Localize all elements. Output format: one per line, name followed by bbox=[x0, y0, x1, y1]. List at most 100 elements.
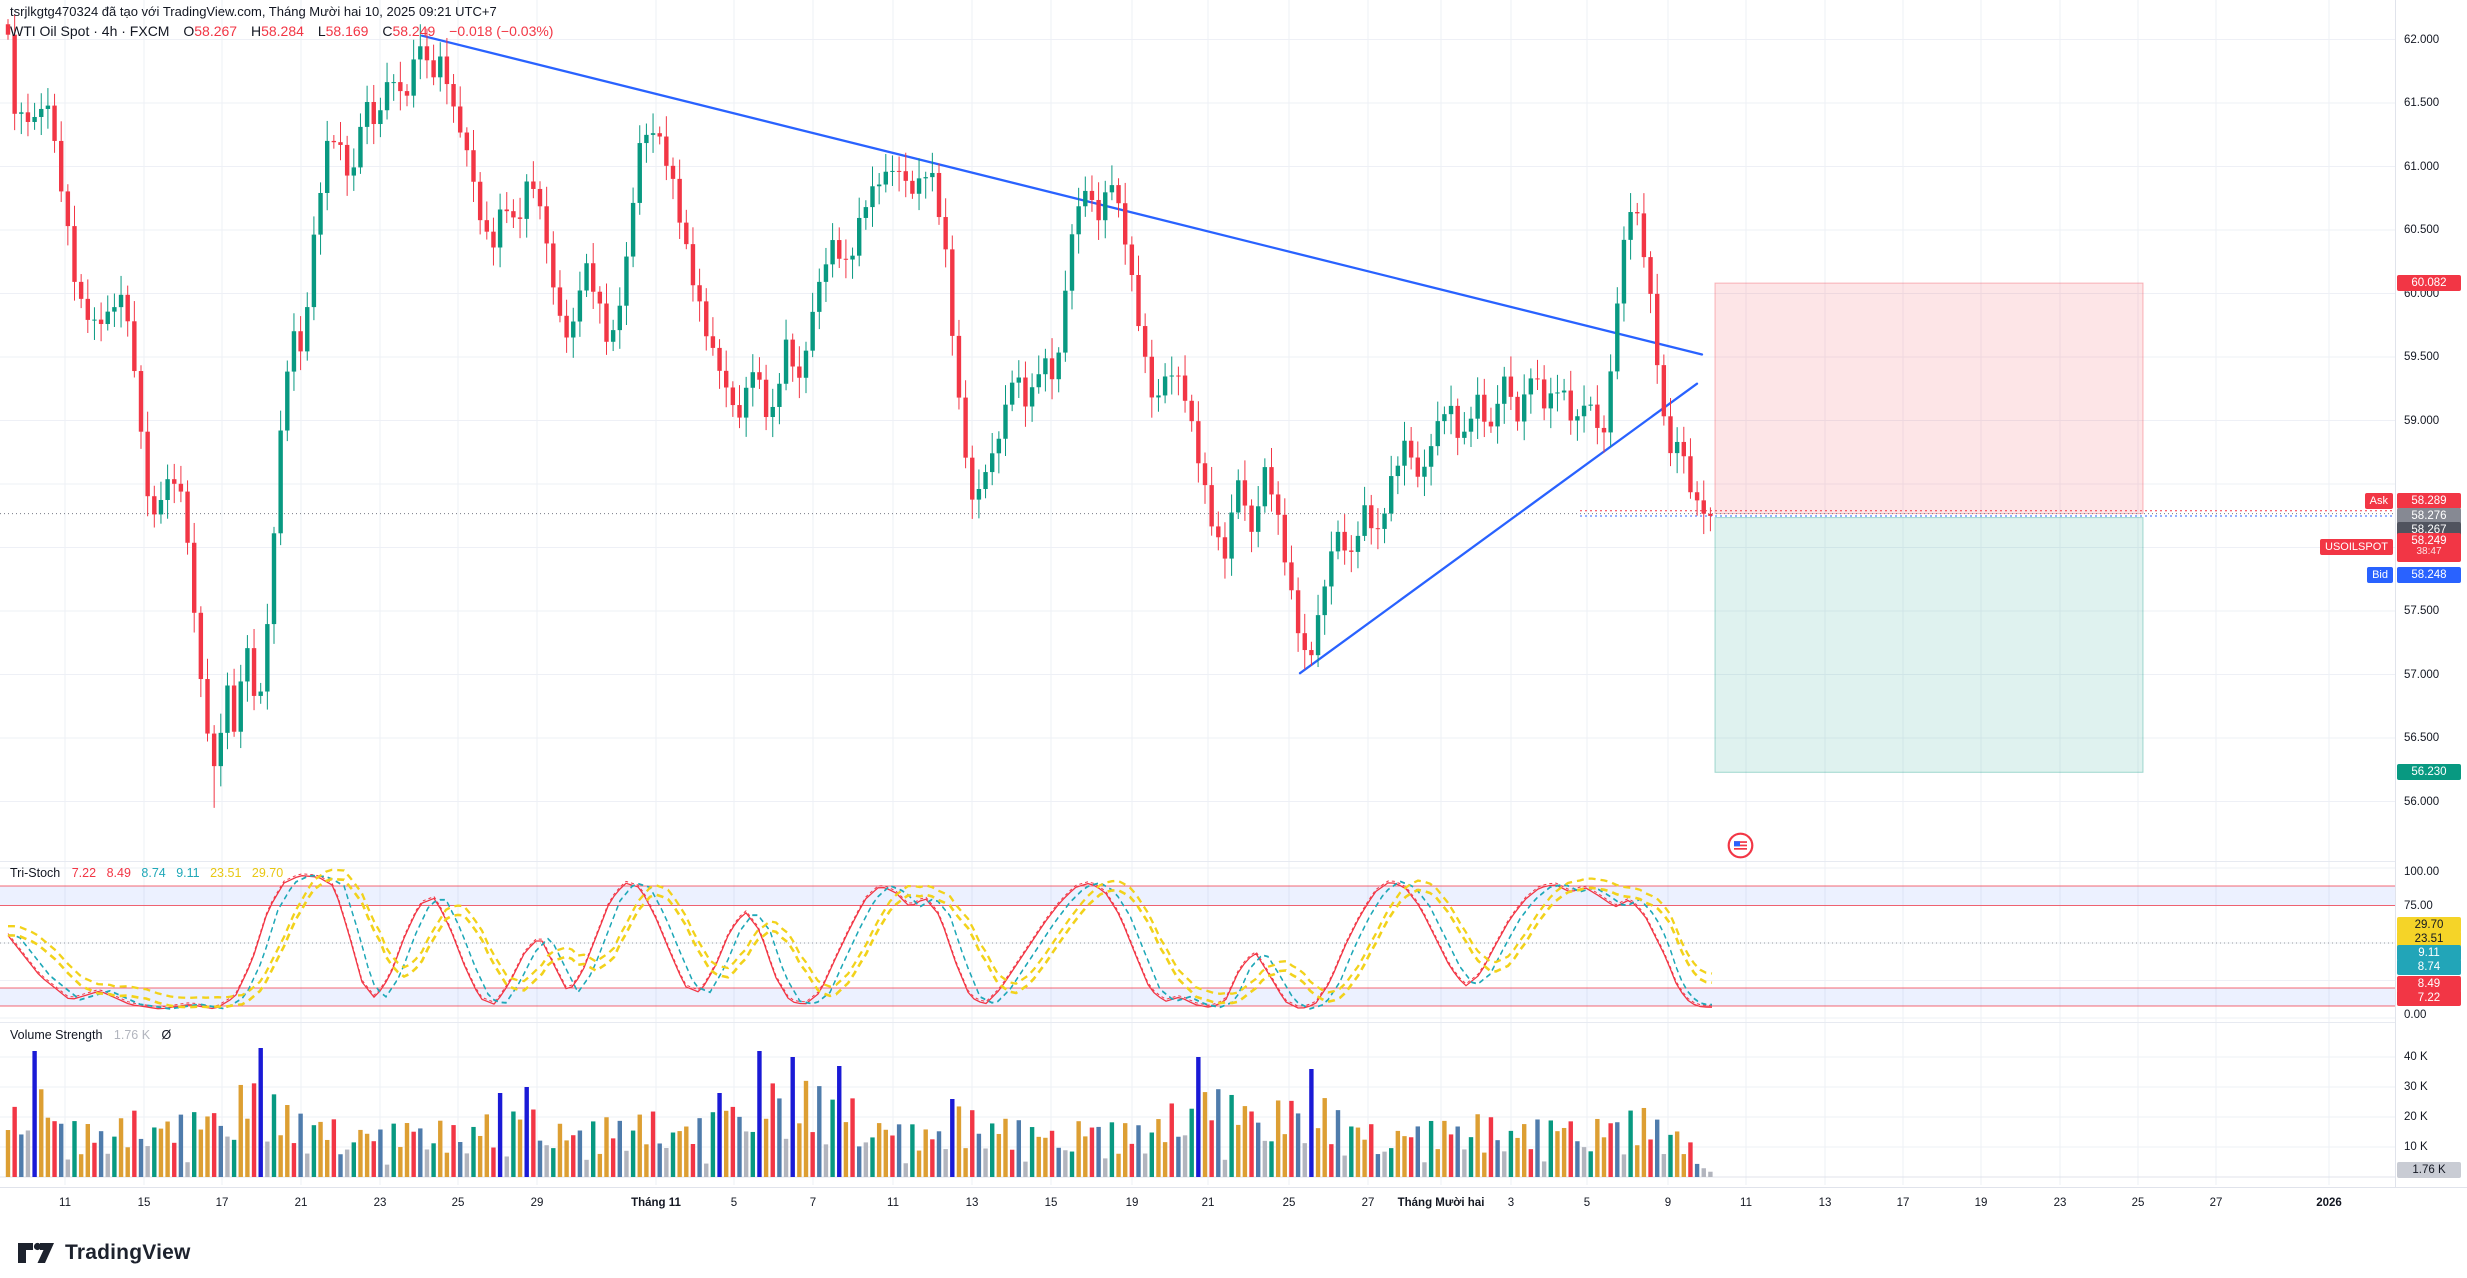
ohlc-close-value: 58.249 bbox=[392, 23, 436, 39]
volume-average-icon: Ø bbox=[161, 1028, 172, 1042]
descending-trendline[interactable] bbox=[420, 34, 1704, 356]
stoch-value-2: 8.49 bbox=[106, 866, 131, 880]
time-tick: 11 bbox=[1740, 1197, 1752, 1209]
time-tick: 15 bbox=[137, 1197, 151, 1209]
time-tick: 7 bbox=[809, 1197, 817, 1209]
stoch-bands bbox=[0, 885, 2395, 1007]
last-price-label: 58.249 38:47 bbox=[2397, 533, 2461, 562]
bottom-bar: TradingView bbox=[0, 1228, 2467, 1278]
price-tick: 57.000 bbox=[2404, 668, 2440, 681]
stoch-title: Tri-Stoch bbox=[10, 866, 61, 880]
symbol-header: WTI Oil Spot · 4h · FXCM O58.267 H58.284… bbox=[10, 23, 553, 39]
target-price-label: 56.230 bbox=[2397, 764, 2461, 780]
time-tick: 15 bbox=[1044, 1197, 1058, 1209]
stoch-value-3: 8.74 bbox=[141, 866, 166, 880]
volume-tick: 10 K bbox=[2404, 1141, 2428, 1153]
time-axis[interactable]: 11 15 17 21 23 25 29 Tháng 11 5 7 11 13 15 19 21 25 27 Th… bbox=[0, 1187, 2467, 1229]
time-tick: 17 bbox=[1896, 1197, 1910, 1209]
time-tick: 23 bbox=[2053, 1197, 2067, 1209]
pane-divider-stoch-volume[interactable] bbox=[0, 1022, 2467, 1023]
prev-price-label: 58.276 bbox=[2397, 508, 2461, 524]
chart-plot-area[interactable] bbox=[0, 0, 2395, 1186]
time-tick: 25 bbox=[2131, 1197, 2145, 1209]
time-tick: 19 bbox=[1974, 1197, 1988, 1209]
price-tick: 56.000 bbox=[2404, 795, 2440, 808]
stoch-indicator-header[interactable]: Tri-Stoch 7.22 8.49 8.74 9.11 23.51 29.7… bbox=[10, 866, 290, 880]
stoch-value-6: 29.70 bbox=[251, 866, 284, 880]
time-tick: 3 bbox=[1507, 1197, 1515, 1209]
volume-current-value: 1.76 K bbox=[113, 1028, 151, 1042]
position-stop-zone[interactable] bbox=[1714, 282, 2144, 515]
ohlc-low-key: L bbox=[317, 23, 326, 39]
bid-price-label: 58.248 bbox=[2397, 567, 2461, 583]
ascending-trendline[interactable] bbox=[1298, 382, 1699, 675]
time-tick: 25 bbox=[1282, 1197, 1296, 1209]
time-tick: 27 bbox=[2209, 1197, 2223, 1209]
time-tick: 13 bbox=[965, 1197, 979, 1209]
time-tick: 5 bbox=[1583, 1197, 1591, 1209]
tradingview-logo-text[interactable]: TradingView bbox=[65, 1241, 191, 1264]
stoch-value-label: 29.70 bbox=[2397, 917, 2461, 933]
ohlc-low-value: 58.169 bbox=[325, 23, 369, 39]
time-tick: Tháng 11 bbox=[631, 1197, 681, 1209]
price-scale-divider bbox=[2395, 0, 2396, 1228]
volume-indicator-header[interactable]: Volume Strength 1.76 K Ø bbox=[10, 1028, 171, 1042]
volume-bars-layer bbox=[5, 1048, 1713, 1177]
price-tick: 57.500 bbox=[2404, 605, 2440, 617]
position-profit-zone[interactable] bbox=[1714, 517, 2144, 773]
ohlc-high-value: 58.284 bbox=[261, 23, 304, 39]
volume-tick: 40 K bbox=[2404, 1051, 2428, 1063]
time-tick: 25 bbox=[451, 1197, 465, 1209]
candles-layer bbox=[5, 14, 1713, 808]
volume-tick: 20 K bbox=[2404, 1111, 2428, 1123]
pane-divider-main-stoch[interactable] bbox=[0, 861, 2467, 862]
time-tick: 11 bbox=[59, 1197, 71, 1209]
ohlc-open-value: 58.267 bbox=[194, 23, 238, 39]
time-tick: 11 bbox=[887, 1197, 899, 1209]
volume-tick: 30 K bbox=[2404, 1081, 2428, 1093]
ohlc-close-key: C bbox=[382, 23, 393, 39]
stoch-lines-layer bbox=[7, 868, 1713, 1010]
stoch-tick: 100.00 bbox=[2404, 866, 2440, 878]
time-tick: 29 bbox=[530, 1197, 544, 1209]
stoch-value-4: 9.11 bbox=[176, 866, 200, 880]
stoch-value-label: 23.51 bbox=[2397, 931, 2461, 947]
stoch-value-label: 8.74 bbox=[2397, 959, 2461, 975]
price-tick: 62.000 bbox=[2404, 33, 2440, 46]
price-tick: 60.500 bbox=[2404, 224, 2440, 236]
time-tick: 5 bbox=[730, 1197, 738, 1209]
countdown-timer: 38:47 bbox=[2416, 546, 2442, 557]
time-tick: 27 bbox=[1361, 1197, 1375, 1209]
stoch-value-label: 8.49 bbox=[2397, 976, 2461, 992]
time-tick: 21 bbox=[294, 1197, 308, 1209]
us-flag-event-icon[interactable] bbox=[1727, 832, 1754, 859]
price-tick: 61.500 bbox=[2404, 97, 2440, 109]
volume-current-label: 1.76 K bbox=[2397, 1162, 2461, 1178]
stop-price-label: 60.082 bbox=[2397, 275, 2461, 291]
time-tick: 23 bbox=[373, 1197, 387, 1209]
change-value: −0.018 (−0.03%) bbox=[449, 23, 554, 39]
stoch-value-5: 23.51 bbox=[210, 866, 242, 880]
symbol-title[interactable]: WTI Oil Spot · 4h · FXCM bbox=[10, 23, 170, 39]
ask-price-label: 58.289 bbox=[2397, 493, 2461, 509]
price-scale[interactable]: 62.000 61.500 61.000 60.500 60.000 59.500 59.0… bbox=[2396, 0, 2467, 1228]
ohlc-open-key: O bbox=[183, 23, 195, 39]
stoch-value-label: 7.22 bbox=[2397, 990, 2461, 1006]
stoch-tick: 0.00 bbox=[2404, 1009, 2427, 1021]
stoch-tick: 75.00 bbox=[2404, 900, 2433, 912]
tradingview-logo-icon[interactable] bbox=[16, 1239, 56, 1267]
price-tick: 59.000 bbox=[2404, 414, 2440, 427]
volume-title: Volume Strength bbox=[10, 1028, 103, 1042]
time-tick: Tháng Mười hai bbox=[1397, 1197, 1485, 1209]
attribution-text: tsrjlkgtg470324 đã tạo với TradingView.c… bbox=[10, 4, 497, 19]
stoch-value-label: 9.11 bbox=[2397, 945, 2461, 961]
time-tick: 21 bbox=[1201, 1197, 1215, 1209]
time-tick: 19 bbox=[1125, 1197, 1139, 1209]
price-tick: 56.500 bbox=[2404, 732, 2440, 744]
ohlc-high-key: H bbox=[250, 23, 262, 39]
price-tick: 59.500 bbox=[2404, 351, 2440, 363]
time-tick: 9 bbox=[1664, 1197, 1672, 1209]
stoch-value-1: 7.22 bbox=[71, 866, 97, 880]
price-tick: 61.000 bbox=[2404, 160, 2440, 173]
